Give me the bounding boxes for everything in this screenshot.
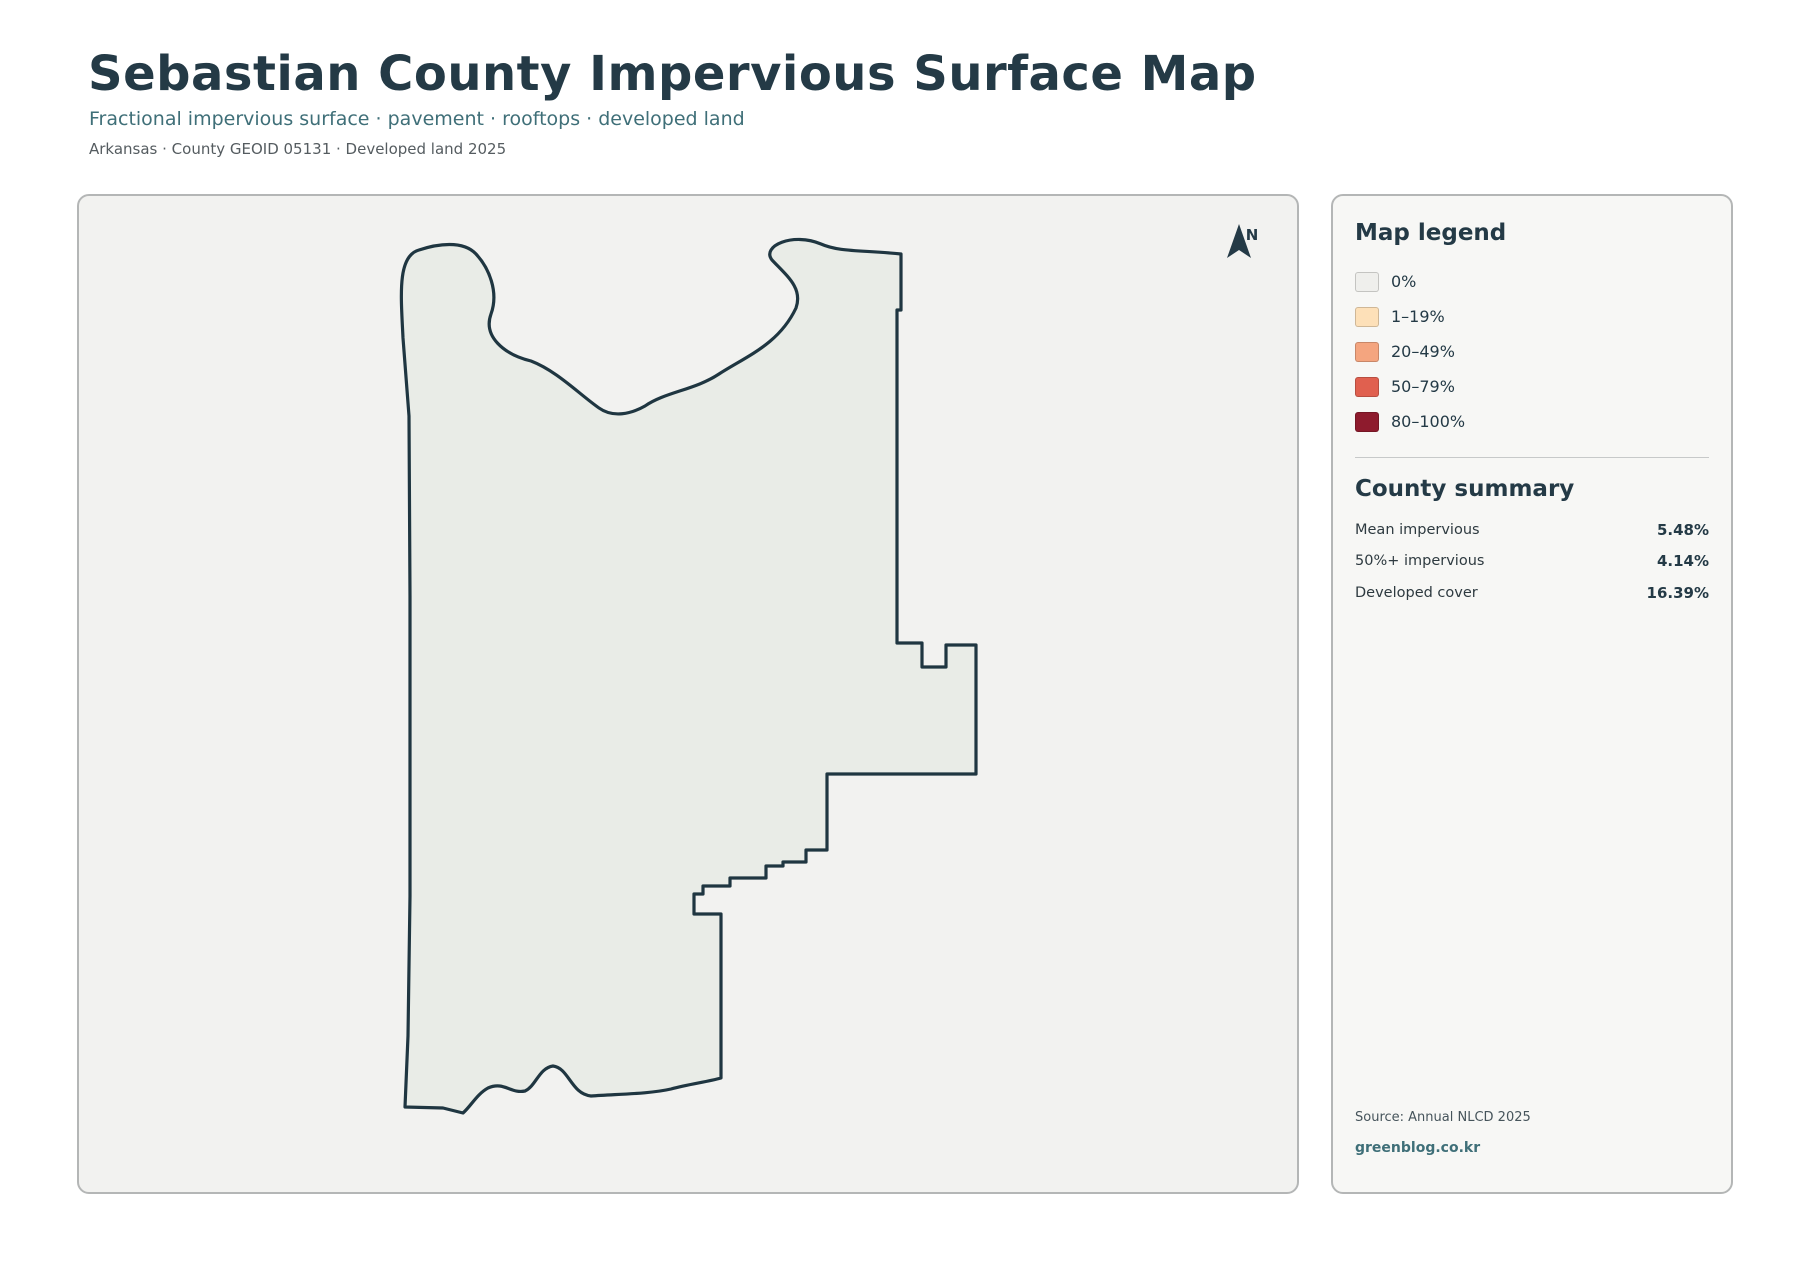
map-panel[interactable]: N bbox=[77, 194, 1299, 1194]
legend-label: 0% bbox=[1391, 272, 1417, 291]
legend-label: 80–100% bbox=[1391, 412, 1466, 431]
legend-label: 1–19% bbox=[1391, 307, 1445, 326]
north-label: N bbox=[1245, 226, 1259, 244]
stat-row: 50%+ impervious 4.14% bbox=[1355, 546, 1709, 578]
page-title: Sebastian County Impervious Surface Map bbox=[88, 46, 1257, 102]
legend-swatch bbox=[1355, 306, 1379, 327]
stat-label: 50%+ impervious bbox=[1355, 553, 1485, 570]
stat-row: Mean impervious 5.48% bbox=[1355, 514, 1709, 546]
side-panel: Map legend 0% 1–19% 20–49% 50–79% 80–100… bbox=[1331, 194, 1733, 1194]
stat-value: 5.48% bbox=[1656, 520, 1709, 539]
site-link[interactable]: greenblog.co.kr bbox=[1355, 1140, 1481, 1156]
legend-item: 80–100% bbox=[1355, 404, 1465, 439]
legend-item: 20–49% bbox=[1355, 334, 1465, 369]
north-arrow: N bbox=[1227, 224, 1277, 258]
page-subtitle: Fractional impervious surface · pavement… bbox=[89, 108, 745, 130]
page-meta: Arkansas · County GEOID 05131 · Develope… bbox=[89, 140, 507, 158]
summary-title: County summary bbox=[1355, 476, 1575, 502]
legend-swatch bbox=[1355, 271, 1379, 292]
panel-divider bbox=[1355, 457, 1709, 458]
legend-item: 50–79% bbox=[1355, 369, 1465, 404]
stat-row: Developed cover 16.39% bbox=[1355, 577, 1709, 609]
legend-swatch bbox=[1355, 411, 1379, 432]
north-arrow-icon bbox=[1227, 224, 1251, 258]
legend-item: 1–19% bbox=[1355, 299, 1465, 334]
stat-value: 16.39% bbox=[1646, 583, 1709, 602]
legend-title: Map legend bbox=[1355, 220, 1507, 246]
map-canvas[interactable] bbox=[79, 196, 1299, 1194]
stat-value: 4.14% bbox=[1656, 552, 1709, 571]
source-note: Source: Annual NLCD 2025 bbox=[1355, 1110, 1531, 1125]
legend-label: 50–79% bbox=[1391, 377, 1455, 396]
legend-item: 0% bbox=[1355, 264, 1465, 299]
map-legend: 0% 1–19% 20–49% 50–79% 80–100% bbox=[1355, 264, 1465, 439]
stat-label: Developed cover bbox=[1355, 584, 1478, 601]
legend-swatch bbox=[1355, 341, 1379, 362]
county-summary: Mean impervious 5.48% 50%+ impervious 4.… bbox=[1355, 514, 1709, 609]
county-boundary bbox=[399, 237, 978, 1115]
legend-swatch bbox=[1355, 376, 1379, 397]
stat-label: Mean impervious bbox=[1355, 521, 1480, 538]
legend-label: 20–49% bbox=[1391, 342, 1455, 361]
